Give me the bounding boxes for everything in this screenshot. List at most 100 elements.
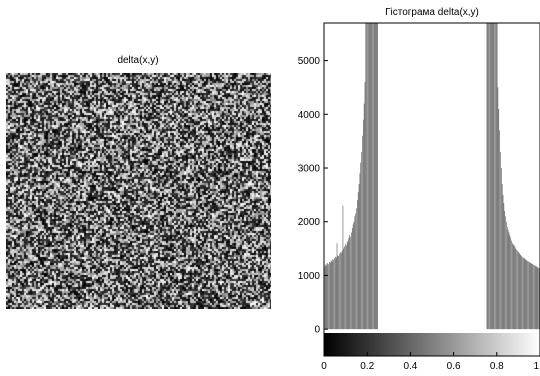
histogram-bar bbox=[490, 23, 491, 330]
histogram-bar bbox=[506, 227, 508, 330]
image-title: delta(x,y) bbox=[117, 55, 159, 66]
histogram-bar bbox=[332, 259, 334, 330]
histogram-bar bbox=[325, 263, 327, 330]
histogram-bar bbox=[505, 216, 506, 330]
plot-frame bbox=[323, 22, 540, 357]
histogram-bar bbox=[348, 237, 350, 330]
y-tick-label: 5000 bbox=[298, 56, 321, 67]
histogram-bar bbox=[350, 236, 351, 330]
histogram-bar bbox=[346, 245, 347, 330]
histogram-bar bbox=[516, 249, 517, 330]
x-tick-label: 0.2 bbox=[360, 361, 374, 372]
histogram-bar bbox=[528, 262, 530, 330]
histogram-bar bbox=[528, 261, 529, 330]
histogram-bar bbox=[523, 258, 525, 330]
histogram-bar bbox=[537, 267, 539, 330]
histogram-bar bbox=[536, 266, 538, 330]
histogram-bar bbox=[492, 23, 494, 330]
histogram-bar bbox=[327, 263, 328, 330]
histogram-bar bbox=[362, 135, 363, 330]
histogram-bar bbox=[342, 205, 344, 330]
histogram-bar bbox=[493, 23, 495, 330]
histogram-bar bbox=[335, 256, 336, 330]
histogram-bar bbox=[529, 262, 531, 330]
histogram-bar bbox=[358, 184, 360, 330]
histogram-bar bbox=[521, 256, 522, 330]
histogram-bar bbox=[515, 248, 517, 330]
histogram-bar bbox=[357, 200, 358, 330]
histogram-bar bbox=[534, 265, 535, 330]
histogram-bar bbox=[373, 23, 375, 330]
histogram-bar bbox=[324, 265, 326, 330]
histogram-bar bbox=[504, 210, 506, 330]
x-tick-label: 0 bbox=[321, 361, 327, 372]
histogram-bar bbox=[517, 250, 518, 330]
histogram-bar bbox=[337, 255, 339, 330]
histogram-bar bbox=[535, 266, 537, 330]
histogram-bar bbox=[522, 257, 523, 330]
histogram-bar bbox=[512, 243, 513, 330]
histogram-bar bbox=[362, 119, 364, 330]
histogram-title: Гістограма delta(x,y) bbox=[385, 7, 479, 18]
histogram-bar bbox=[336, 243, 338, 330]
y-tick-label: 2000 bbox=[298, 217, 321, 228]
histogram-bar bbox=[487, 23, 489, 330]
histogram-bar bbox=[526, 260, 528, 330]
histogram-bar bbox=[326, 265, 328, 330]
histogram-bar bbox=[328, 264, 329, 330]
histogram-bar bbox=[368, 23, 370, 330]
histogram-bar bbox=[502, 194, 504, 330]
histogram-bar bbox=[494, 23, 495, 330]
histogram-bar bbox=[514, 246, 516, 330]
histogram-bar bbox=[508, 232, 510, 330]
x-tick-label: 0.8 bbox=[490, 361, 504, 372]
histogram-bar bbox=[349, 235, 350, 330]
histogram-bar bbox=[499, 130, 500, 330]
histogram-bar bbox=[520, 255, 522, 330]
histogram-bar bbox=[513, 245, 515, 330]
noise-image bbox=[6, 73, 271, 309]
histogram-bar bbox=[506, 221, 507, 330]
histogram-bar bbox=[523, 257, 524, 330]
histogram-bar bbox=[367, 23, 368, 330]
histogram-bar bbox=[333, 259, 334, 330]
histogram-bar bbox=[486, 23, 488, 330]
histogram-bar bbox=[339, 253, 340, 330]
histogram-bar bbox=[329, 262, 330, 330]
histogram-bar bbox=[341, 250, 343, 330]
histogram-bar bbox=[490, 23, 492, 330]
histogram-bar bbox=[344, 246, 345, 330]
histogram-bar bbox=[531, 263, 533, 330]
histogram-bar bbox=[373, 23, 374, 330]
histogram-bar bbox=[335, 257, 337, 330]
histogram-bar bbox=[356, 208, 357, 330]
y-tick-label: 4000 bbox=[298, 110, 321, 121]
histogram-bar bbox=[500, 151, 501, 330]
histogram-bar bbox=[354, 216, 356, 330]
histogram-bar bbox=[517, 251, 519, 330]
histogram-bar bbox=[488, 23, 489, 330]
histogram-bar bbox=[372, 23, 373, 330]
histogram-bar bbox=[347, 240, 349, 330]
histogram-bar bbox=[495, 23, 496, 330]
histogram-bar bbox=[377, 23, 378, 330]
histogram-bar bbox=[532, 264, 533, 330]
histogram-bar bbox=[363, 103, 365, 330]
histogram-bar bbox=[364, 82, 366, 330]
histogram-bar bbox=[501, 184, 503, 330]
histogram-bar bbox=[374, 23, 376, 330]
histogram-bar bbox=[351, 232, 352, 330]
histogram-bar bbox=[334, 258, 335, 330]
histogram-bar bbox=[491, 23, 493, 330]
histogram-bar bbox=[489, 23, 490, 330]
histogram-bar bbox=[331, 261, 333, 330]
histogram-bar bbox=[340, 252, 342, 330]
histogram-bar bbox=[371, 23, 373, 330]
y-tick-label: 1000 bbox=[298, 271, 321, 282]
histogram-bar bbox=[359, 173, 361, 330]
histogram-bar bbox=[353, 221, 355, 330]
histogram-bar bbox=[497, 87, 499, 330]
histogram-bar bbox=[329, 262, 331, 330]
histogram-bar bbox=[352, 224, 354, 330]
